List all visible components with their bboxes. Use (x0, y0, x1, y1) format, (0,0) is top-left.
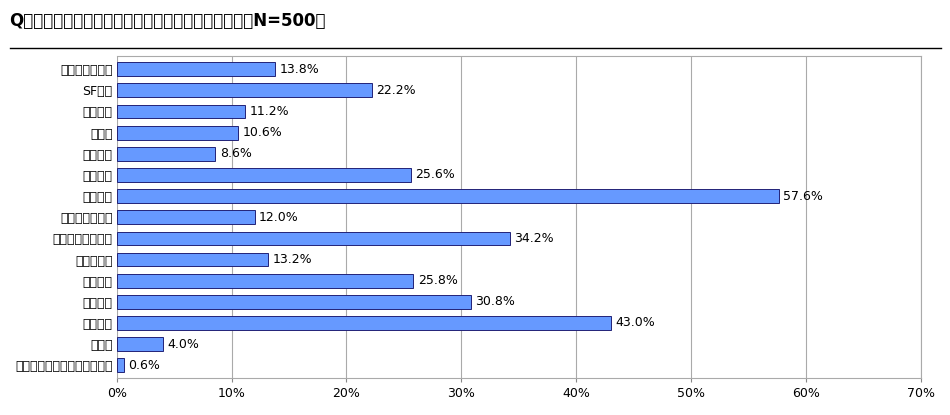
Bar (117, 126, 238, 139)
Bar (117, 83, 371, 97)
Bar (117, 337, 162, 351)
Text: 10.6%: 10.6% (243, 126, 283, 139)
Text: 34.2%: 34.2% (514, 232, 554, 245)
Text: 30.8%: 30.8% (475, 295, 515, 308)
Text: 0.6%: 0.6% (128, 359, 160, 372)
Text: 11.2%: 11.2% (250, 105, 290, 118)
Text: Q．どんな種類の小説をこの秋、読みたいですか。（N=500）: Q．どんな種類の小説をこの秋、読みたいですか。（N=500） (10, 12, 326, 30)
Text: 22.2%: 22.2% (376, 84, 416, 97)
Bar (117, 359, 124, 372)
Bar (117, 316, 611, 330)
Text: 13.2%: 13.2% (273, 253, 313, 266)
Bar (117, 105, 245, 118)
Text: 25.6%: 25.6% (415, 168, 455, 181)
Text: 8.6%: 8.6% (220, 147, 252, 160)
Text: 57.6%: 57.6% (783, 190, 823, 203)
Text: 25.8%: 25.8% (418, 274, 458, 287)
Text: 4.0%: 4.0% (167, 338, 200, 351)
Bar (117, 274, 413, 288)
Text: 13.8%: 13.8% (280, 63, 319, 76)
Bar (117, 189, 778, 203)
Bar (117, 168, 410, 182)
Bar (117, 62, 276, 76)
Bar (117, 147, 216, 161)
Bar (117, 295, 470, 309)
Text: 43.0%: 43.0% (616, 317, 656, 330)
Bar (117, 210, 255, 224)
Text: 12.0%: 12.0% (259, 211, 299, 224)
Bar (117, 253, 268, 266)
Bar (117, 232, 509, 245)
